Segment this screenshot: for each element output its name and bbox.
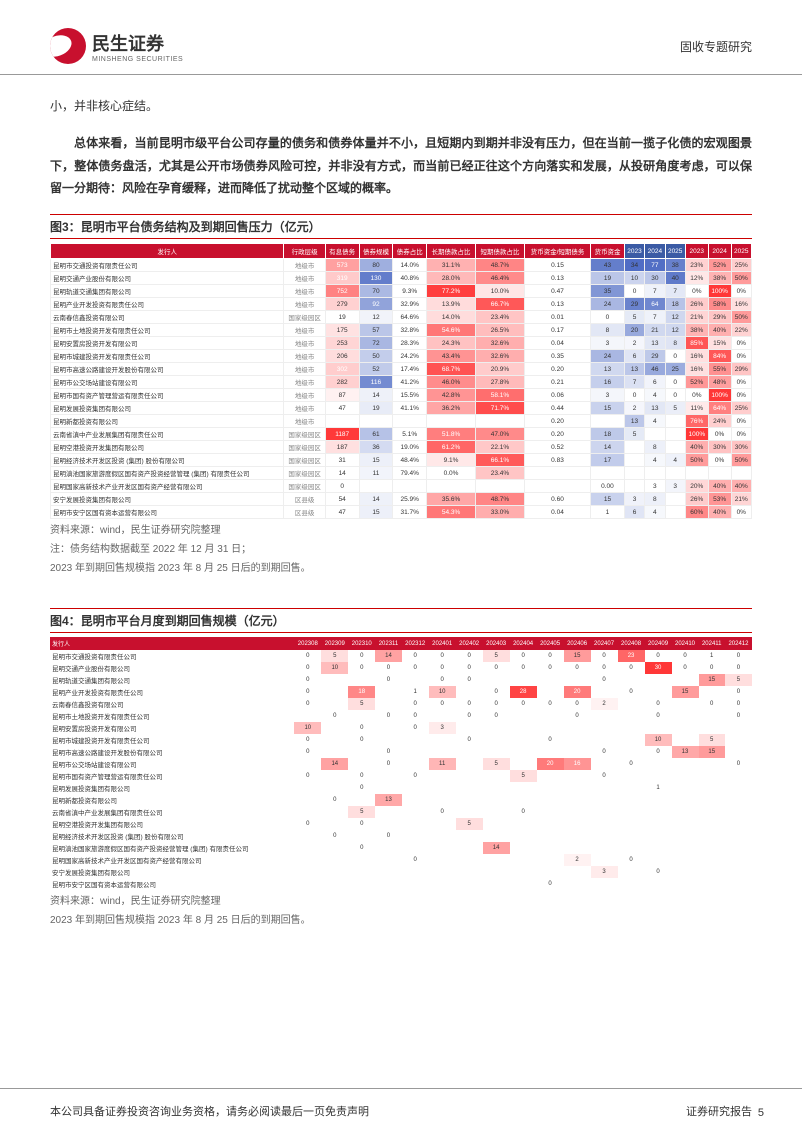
fig3-source: 资料来源：wind，民生证券研究院整理	[50, 523, 752, 538]
footer-left: 本公司具备证券投资咨询业务资格，请务必阅读最后一页免责声明	[50, 1103, 369, 1119]
page-header: 民生证券 MINSHENG SECURITIES 固收专题研究	[0, 0, 802, 75]
table-fig3: 发行人行政层级有息债务债券规模债券占比长期债款占比短期债款占比货币资金/短期债务…	[50, 243, 752, 519]
fig3-note1: 注：债务结构数据截至 2022 年 12 月 31 日；	[50, 542, 752, 557]
fig4-title: 图4：昆明市平台月度到期回售规模（亿元）	[50, 608, 752, 633]
brand-en: MINSHENG SECURITIES	[92, 56, 183, 63]
fig4-note: 2023 年到期回售规模指 2023 年 8 月 25 日后的到期回售。	[50, 913, 752, 928]
page-number: 5	[758, 1107, 764, 1119]
para-2: 总体来看，当前昆明市级平台公司存量的债务和债券体量并不小，且短期内到期并非没有压…	[50, 132, 752, 200]
logo: 民生证券 MINSHENG SECURITIES	[50, 28, 183, 64]
table-fig4: 发行人2023082023092023102023112023122024012…	[50, 637, 752, 890]
fig3-note2: 2023 年到期回售规模指 2023 年 8 月 25 日后的到期回售。	[50, 561, 752, 576]
brand-name: 民生证券	[92, 30, 183, 56]
para-1: 小，并非核心症结。	[50, 95, 752, 118]
logo-icon	[50, 28, 86, 64]
footer-right: 证券研究报告	[686, 1103, 752, 1119]
fig3-title: 图3：昆明市平台债务结构及到期回售压力（亿元）	[50, 214, 752, 239]
footer: 本公司具备证券投资咨询业务资格，请务必阅读最后一页免责声明 证券研究报告	[0, 1088, 802, 1133]
fig4-source: 资料来源：wind，民生证券研究院整理	[50, 894, 752, 909]
content: 小，并非核心症结。 总体来看，当前昆明市级平台公司存量的债务和债券体量并不小，且…	[0, 75, 802, 948]
section-title: 固收专题研究	[680, 38, 752, 55]
